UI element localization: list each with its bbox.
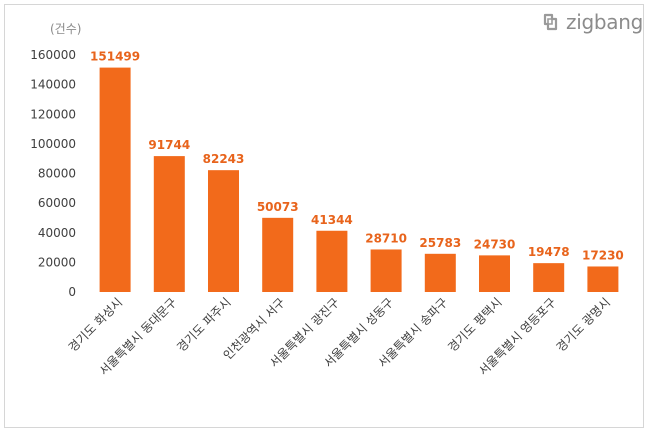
bar xyxy=(99,67,131,293)
bar-value-label: 28710 xyxy=(365,231,407,245)
zigbang-logo-icon xyxy=(543,13,558,31)
x-category-label: 경기도 평택시 xyxy=(445,295,504,354)
bar-value-label: 24730 xyxy=(474,237,516,251)
bar xyxy=(424,253,456,292)
bar-value-label: 19478 xyxy=(528,245,570,259)
bar-value-label: 50073 xyxy=(257,200,299,214)
y-tick-label: 80000 xyxy=(38,167,76,181)
bar xyxy=(479,255,510,292)
brand-name: zigbang xyxy=(566,10,643,34)
bar-value-label: 91744 xyxy=(148,138,190,152)
bar-value-label: 41344 xyxy=(311,213,353,227)
x-category-label: 경기도 파주시 xyxy=(174,295,233,354)
y-unit-label: (건수) xyxy=(50,22,82,36)
brand-logo: zigbang xyxy=(540,10,643,34)
bar-value-label: 25783 xyxy=(419,236,461,250)
y-tick-label: 40000 xyxy=(38,226,76,240)
bar xyxy=(262,217,294,292)
y-tick-label: 20000 xyxy=(38,255,76,269)
y-tick-label: 60000 xyxy=(38,196,76,210)
y-tick-label: 0 xyxy=(68,285,76,299)
bar xyxy=(153,156,185,292)
y-tick-label: 160000 xyxy=(30,48,76,62)
bar xyxy=(533,263,565,292)
y-tick-label: 120000 xyxy=(30,107,76,121)
bar xyxy=(316,230,348,292)
x-category-label: 경기도 광명시 xyxy=(554,295,613,354)
bar xyxy=(208,170,239,292)
y-tick-label: 140000 xyxy=(30,78,76,92)
bar xyxy=(370,249,402,292)
bar-value-label: 82243 xyxy=(203,152,245,166)
x-category-label: 경기도 화성시 xyxy=(66,295,125,354)
bar-value-label: 17230 xyxy=(582,248,624,262)
y-tick-label: 100000 xyxy=(30,137,76,151)
bar xyxy=(587,266,619,292)
bar-value-label: 151499 xyxy=(90,50,140,64)
